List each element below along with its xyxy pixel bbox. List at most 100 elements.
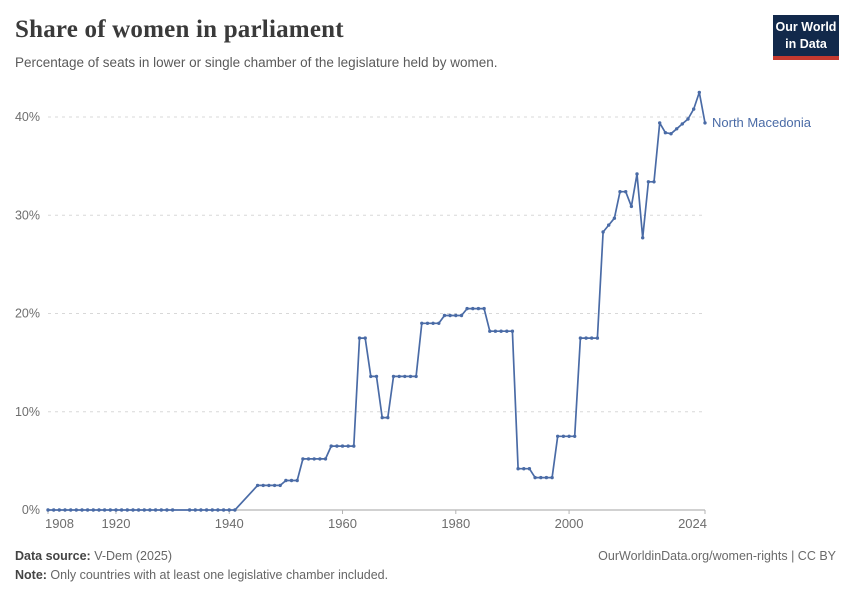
data-point-1981[interactable] [459,313,464,318]
data-point-1975[interactable] [425,321,430,325]
data-point-2020[interactable] [680,122,684,126]
data-point-1983[interactable] [471,306,475,311]
data-point-1960[interactable] [340,444,345,448]
data-point-1971[interactable] [403,374,407,379]
data-point-1978[interactable] [442,313,447,318]
data-point-1969[interactable] [391,374,396,379]
owid-logo[interactable]: Our World in Data [773,15,839,60]
data-point-1918[interactable] [102,508,107,512]
data-point-2002[interactable] [578,336,583,340]
data-point-1939[interactable] [221,508,226,512]
data-point-2005[interactable] [595,336,600,340]
data-point-1954[interactable] [306,457,311,461]
data-point-1967[interactable] [380,415,384,420]
data-point-1963[interactable] [357,336,362,340]
owid-citation-link[interactable]: OurWorldinData.org/women-rights | CC BY [598,549,836,563]
data-point-2000[interactable] [567,434,571,438]
data-point-1995[interactable] [539,475,543,480]
data-point-1973[interactable] [414,374,418,379]
data-point-1977[interactable] [437,321,441,325]
data-point-1985[interactable] [482,306,486,311]
data-point-2011[interactable] [629,204,634,209]
data-point-1917[interactable] [97,508,101,512]
data-point-1990[interactable] [510,329,515,333]
data-point-1947[interactable] [267,483,271,488]
data-point-2013[interactable] [641,236,645,240]
data-point-1988[interactable] [499,329,503,333]
data-point-1986[interactable] [488,329,492,333]
data-point-1959[interactable] [335,444,339,448]
data-point-1970[interactable] [397,374,401,379]
data-point-1908[interactable] [46,508,50,512]
data-point-1945[interactable] [255,483,260,488]
data-point-1997[interactable] [550,475,554,480]
data-point-1916[interactable] [91,508,96,512]
data-point-2010[interactable] [624,190,628,194]
data-point-2001[interactable] [573,434,577,438]
data-point-1989[interactable] [505,329,509,333]
data-point-1996[interactable] [544,475,549,480]
data-point-1935[interactable] [199,508,203,512]
data-point-1949[interactable] [278,483,282,488]
data-point-1957[interactable] [323,457,328,461]
data-point-2023[interactable] [697,90,701,95]
data-point-1955[interactable] [312,457,316,461]
data-point-2016[interactable] [658,121,662,125]
data-point-1962[interactable] [352,444,356,448]
data-point-1922[interactable] [125,508,129,512]
data-point-1991[interactable] [516,467,520,471]
data-point-1912[interactable] [69,508,73,512]
data-point-1910[interactable] [57,508,61,512]
data-point-1940[interactable] [227,508,231,512]
data-point-1934[interactable] [193,508,197,512]
data-point-1946[interactable] [261,483,265,488]
data-point-1965[interactable] [369,374,373,379]
data-point-2019[interactable] [675,127,679,131]
data-point-1966[interactable] [374,374,379,379]
data-point-1937[interactable] [210,508,214,512]
data-point-1972[interactable] [408,374,413,379]
data-point-1923[interactable] [131,508,135,512]
data-point-1974[interactable] [420,321,424,325]
line-chart-canvas[interactable]: 0% 10% 20% 30% 40% 1908 1920 1940 1960 1980 2000 20… [0,0,850,540]
data-point-1926[interactable] [148,508,152,512]
data-point-2009[interactable] [618,190,622,194]
data-point-1961[interactable] [346,444,350,448]
data-point-1998[interactable] [556,434,560,438]
data-point-1941[interactable] [233,508,237,512]
data-point-1920[interactable] [114,508,118,512]
data-point-1925[interactable] [142,508,146,512]
data-point-1933[interactable] [187,508,192,512]
data-point-2007[interactable] [607,223,611,227]
data-point-2012[interactable] [635,172,639,176]
data-point-2003[interactable] [584,336,588,340]
data-point-1984[interactable] [476,306,481,311]
data-point-2024[interactable] [703,121,707,125]
data-point-1921[interactable] [119,508,124,512]
data-point-1958[interactable] [329,444,333,448]
data-point-2014[interactable] [646,180,651,184]
data-point-1993[interactable] [527,467,532,471]
data-point-1919[interactable] [108,508,113,512]
data-point-1999[interactable] [561,434,566,438]
data-point-2017[interactable] [663,131,668,135]
data-point-1976[interactable] [431,321,435,325]
data-point-1953[interactable] [301,457,305,461]
data-point-1938[interactable] [216,508,220,512]
data-point-1952[interactable] [295,478,299,483]
data-point-1914[interactable] [80,508,84,512]
data-point-1951[interactable] [289,478,294,483]
data-point-1987[interactable] [493,329,498,333]
data-point-1913[interactable] [74,508,79,512]
data-point-2008[interactable] [612,216,617,220]
data-point-1909[interactable] [52,508,56,512]
data-point-2022[interactable] [692,107,696,111]
data-point-1982[interactable] [465,306,469,311]
data-point-1968[interactable] [386,415,390,420]
data-point-1915[interactable] [85,508,90,512]
data-point-2018[interactable] [669,132,673,136]
data-point-2015[interactable] [652,180,656,184]
data-point-1992[interactable] [522,467,526,471]
data-point-1956[interactable] [318,457,322,461]
data-point-1936[interactable] [204,508,209,512]
